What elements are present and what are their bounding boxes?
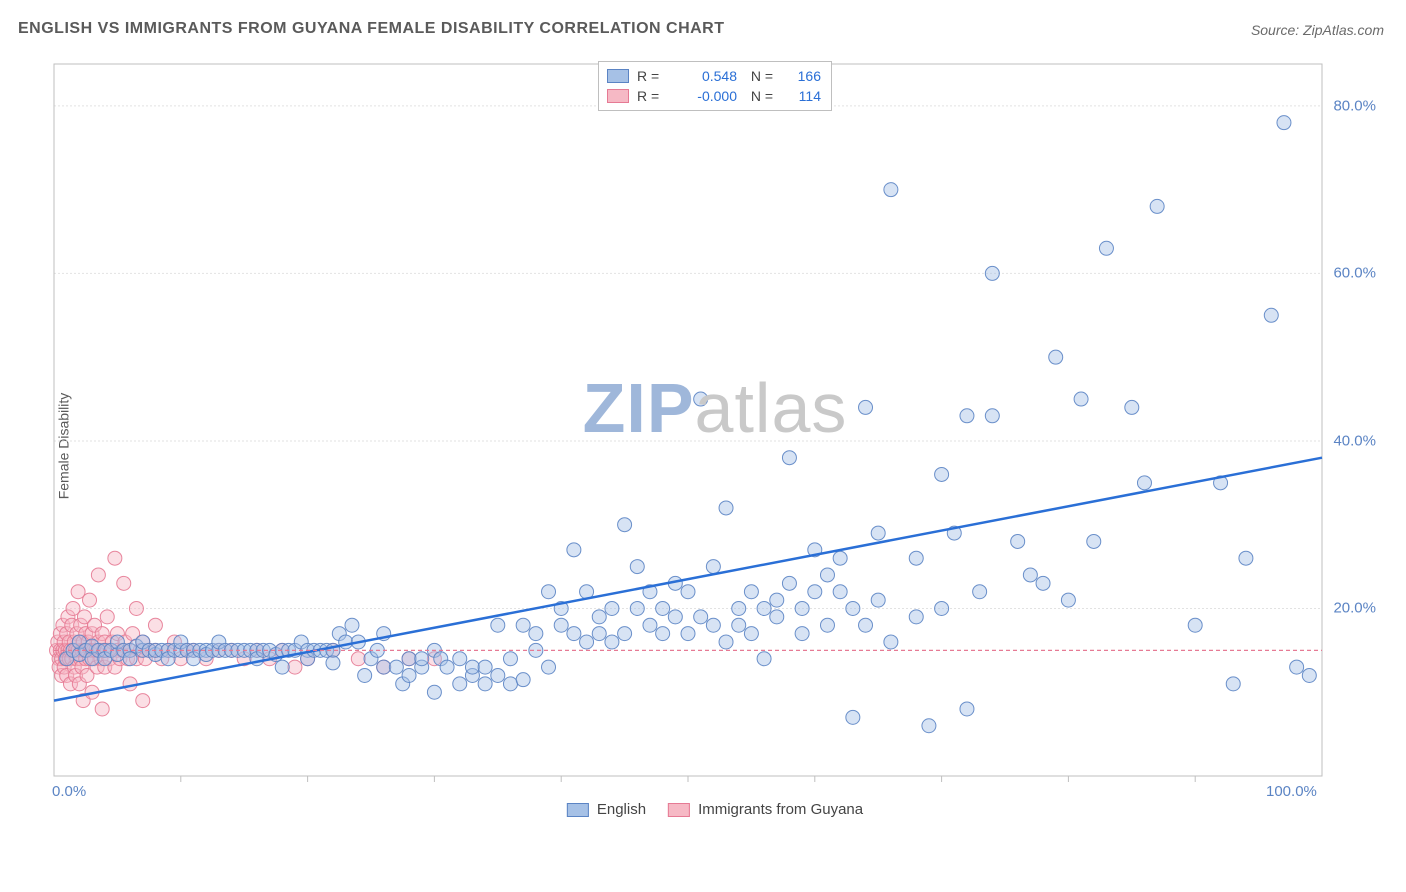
chart-title: ENGLISH VS IMMIGRANTS FROM GUYANA FEMALE…: [18, 20, 725, 38]
legend-r-label: R =: [637, 66, 667, 86]
source-value: ZipAtlas.com: [1303, 22, 1384, 38]
legend-row: R = -0.000 N = 114: [607, 86, 821, 106]
y-tick-label: 60.0%: [1333, 265, 1376, 282]
legend-swatch: [607, 89, 629, 103]
source-label: Source:: [1251, 22, 1303, 38]
plot-area: ZIPatlas R = 0.548 N = 166 R = -0.000 N …: [48, 58, 1382, 818]
legend-n-value: 114: [781, 86, 821, 106]
legend-r-value: 0.548: [675, 66, 737, 86]
y-tick-label: 20.0%: [1333, 600, 1376, 617]
x-tick-label: 100.0%: [1266, 783, 1317, 800]
legend-swatch: [607, 69, 629, 83]
legend-correlation: R = 0.548 N = 166 R = -0.000 N = 114: [598, 61, 832, 111]
legend-label: Immigrants from Guyana: [698, 801, 863, 818]
legend-row: R = 0.548 N = 166: [607, 66, 821, 86]
y-tick-label: 40.0%: [1333, 432, 1376, 449]
legend-swatch: [668, 803, 690, 817]
legend-n-label: N =: [745, 86, 773, 106]
legend-r-label: R =: [637, 86, 667, 106]
legend-item: Immigrants from Guyana: [668, 801, 863, 818]
scatter-plot: [48, 58, 1382, 818]
source-attribution: Source: ZipAtlas.com: [1251, 22, 1384, 38]
legend-n-value: 166: [781, 66, 821, 86]
legend-item: English: [567, 801, 646, 818]
legend-label: English: [597, 801, 646, 818]
x-tick-label: 0.0%: [52, 783, 86, 800]
y-tick-label: 80.0%: [1333, 97, 1376, 114]
legend-n-label: N =: [745, 66, 773, 86]
legend-series: English Immigrants from Guyana: [567, 801, 863, 818]
legend-r-value: -0.000: [675, 86, 737, 106]
legend-swatch: [567, 803, 589, 817]
